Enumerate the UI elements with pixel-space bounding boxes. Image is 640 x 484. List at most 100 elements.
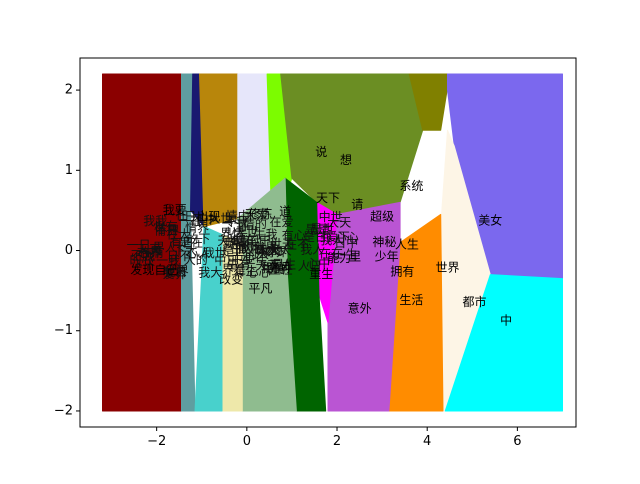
cluster-glyph: 爱界 xyxy=(163,267,187,281)
cluster-glyph: 世天 xyxy=(270,237,294,251)
cluster-glyph: 在爱 xyxy=(269,215,293,229)
cluster-glyph: 我大 xyxy=(198,265,222,279)
word-label: 天下 xyxy=(316,191,340,205)
cluster-glyph: 不一 xyxy=(225,215,249,229)
cluster-glyph: 日大 xyxy=(230,242,254,256)
cluster-glyph: 有心 xyxy=(282,229,306,243)
cluster-glyph: 日中 xyxy=(334,235,358,250)
word-label: 拥有 xyxy=(390,265,414,279)
word-label: 里 xyxy=(349,249,361,263)
word-label: 人生 xyxy=(395,237,419,251)
cluster-glyph: 我有 xyxy=(261,261,285,275)
cluster-glyph: 世有 xyxy=(154,219,178,233)
cluster-glyph: 天下 xyxy=(255,259,279,273)
word-label: 世界 xyxy=(435,261,459,275)
cluster-glyph: 在不 xyxy=(285,238,309,252)
cluster-glyph: 心界 xyxy=(138,246,162,260)
cluster-glyph: 界是 xyxy=(222,263,246,277)
word-label: 想 xyxy=(340,152,352,167)
cluster-glyph: 中日 xyxy=(214,253,238,268)
cluster-glyph: 是日 xyxy=(303,230,327,244)
cluster-glyph: 人日 xyxy=(298,259,322,273)
cluster-glyph: 是生 xyxy=(272,258,296,272)
cluster-glyph: 心心 xyxy=(335,230,359,244)
cluster-glyph: 生我 xyxy=(253,227,277,241)
cluster-glyph: 下大 xyxy=(173,243,197,257)
cluster-glyph: 天天 xyxy=(137,242,161,256)
cluster-glyph: 一我 xyxy=(156,254,180,268)
cluster-glyph: 在有 xyxy=(140,246,164,260)
y-tick-label: 0 xyxy=(65,243,73,258)
y-tick-label: 1 xyxy=(65,163,73,178)
cluster-glyph: 心心 xyxy=(247,266,271,280)
cluster-glyph: 天爱 xyxy=(245,208,269,222)
word-label: 意外 xyxy=(348,301,372,316)
word-label: 系统 xyxy=(399,179,423,193)
word-label: 请 xyxy=(351,197,363,211)
cluster-glyph: 我我 xyxy=(143,214,167,228)
cluster-glyph: 一日 xyxy=(127,238,151,252)
cluster-glyph: 大天 xyxy=(257,243,281,257)
cluster-glyph: 的大 xyxy=(245,246,269,261)
region-17 xyxy=(194,226,223,412)
cluster-glyph: 下下 xyxy=(132,258,156,272)
regions-layer xyxy=(102,73,563,412)
word-label: 发现自己 xyxy=(130,262,178,277)
cluster-glyph: 世界 xyxy=(165,264,189,278)
word-label: 平凡 xyxy=(248,282,272,296)
cluster-glyph: 一界 xyxy=(138,245,162,259)
cluster-glyph: 我人 xyxy=(320,233,344,247)
cluster-glyph: 界人 xyxy=(153,240,177,254)
cluster-glyph: 一我 xyxy=(224,215,248,229)
cluster-glyph: 中的 xyxy=(262,261,286,276)
word-label: 生活 xyxy=(399,293,423,307)
cluster-glyph: 有日 xyxy=(170,235,194,249)
cluster-glyph: 生有 xyxy=(227,258,251,272)
x-tick-label: 0 xyxy=(243,434,251,449)
region-10 xyxy=(444,274,563,412)
cluster-glyph: 不我 xyxy=(131,248,155,262)
cluster-glyph: 在在 xyxy=(319,246,343,260)
cluster-glyph: 心人 xyxy=(186,246,210,260)
cluster-glyph: 大世 xyxy=(208,212,232,226)
cluster-glyph: 大天 xyxy=(327,215,351,229)
word-label: 都市 xyxy=(462,294,486,309)
word-label: 神秘 xyxy=(372,235,396,249)
cluster-glyph: 心中 xyxy=(306,255,330,270)
y-tick-label: −2 xyxy=(54,403,73,418)
cluster-glyph: 天人 xyxy=(269,258,293,272)
cluster-glyph: 心在 xyxy=(243,250,267,264)
cluster-glyph: 心世 xyxy=(224,223,248,237)
cluster-glyph: 的心 xyxy=(129,251,153,266)
cluster-glyph: 我情 xyxy=(222,237,246,251)
cluster-glyph: 大的 xyxy=(184,252,208,267)
word-label: 出现 xyxy=(196,209,220,223)
cluster-glyph: 大大 xyxy=(268,244,292,258)
word-label: 重生 xyxy=(309,267,333,281)
cluster-glyph: 有生 xyxy=(233,264,257,278)
cluster-glyph: 我人 xyxy=(300,242,324,256)
y-tick-label: −1 xyxy=(54,323,73,338)
cluster-glyph: 不界 xyxy=(156,224,180,238)
x-axis: −2 0 2 4 6 xyxy=(147,427,522,449)
word-label: 空间 xyxy=(266,261,290,275)
word-label: 美女 xyxy=(478,212,502,227)
cluster-glyph: 日心 xyxy=(184,210,208,224)
x-tick-label: 2 xyxy=(333,434,341,449)
cluster-glyph: 中世 xyxy=(319,209,343,224)
cluster-glyph: 一在 xyxy=(163,208,187,222)
word-label: 少年 xyxy=(375,249,399,263)
word-label: 改变 xyxy=(219,272,243,287)
cluster-glyph: 我日 xyxy=(163,265,187,279)
cluster-glyph: 一在 xyxy=(178,214,202,228)
cluster-glyph: 爱下 xyxy=(326,230,350,244)
region-7 xyxy=(408,73,451,131)
x-tick-label: 6 xyxy=(513,434,521,449)
word-label: 超级 xyxy=(370,208,394,223)
region-3 xyxy=(199,73,239,227)
cluster-glyph: 我界 xyxy=(253,241,277,255)
